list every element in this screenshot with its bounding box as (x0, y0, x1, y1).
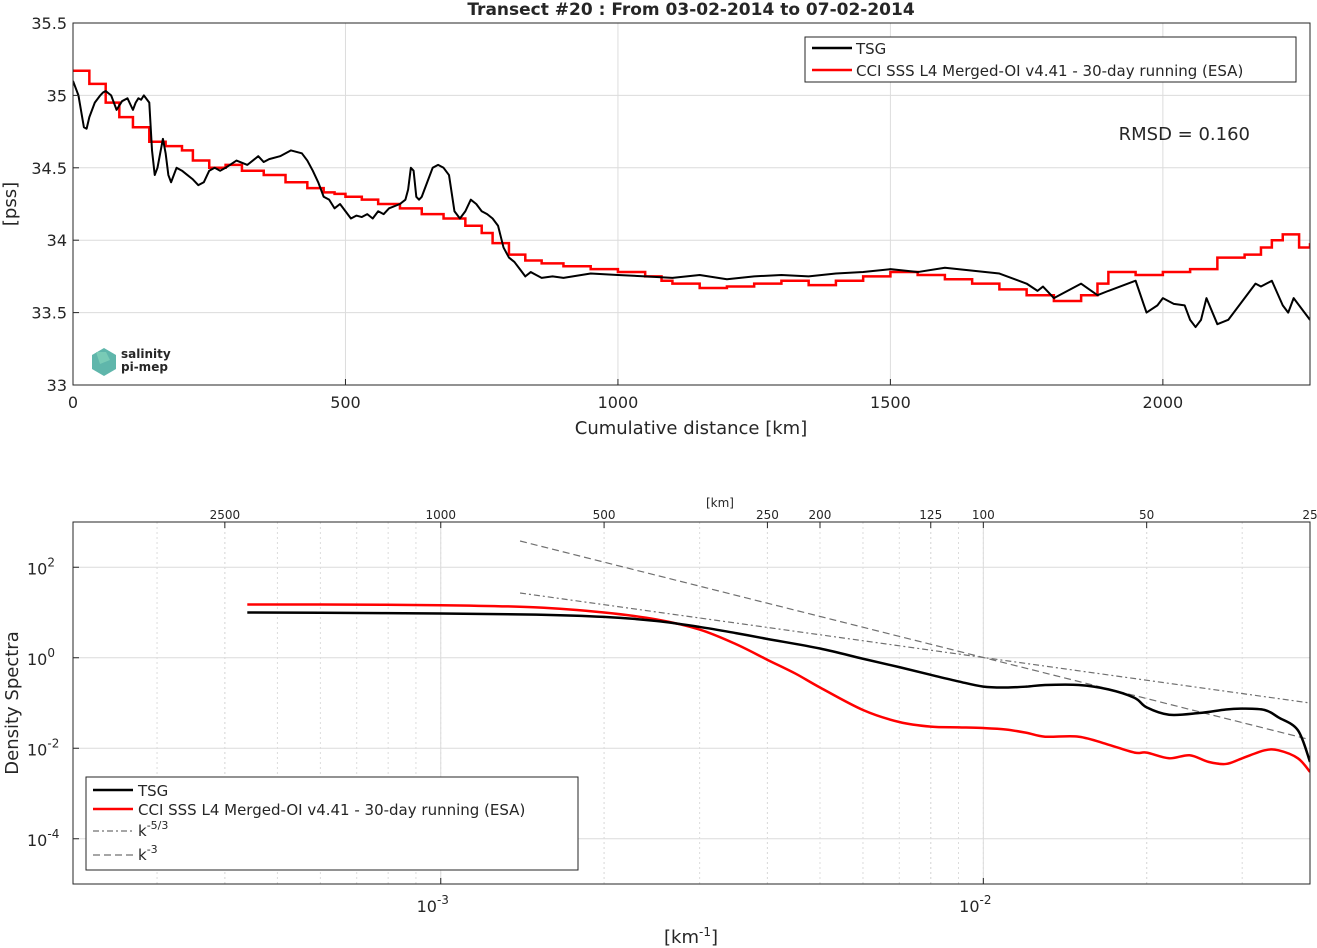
bottom-legend-label-cci: CCI SSS L4 Merged-OI v4.41 - 30-day runn… (138, 801, 525, 819)
bottom-x-tick-exp: -3 (437, 893, 449, 907)
bottom-x-tick-base: 10 (959, 897, 979, 916)
top-plot: Transect #20 : From 03-02-2014 to 07-02-… (0, 0, 1311, 439)
bottom-x-axis-label-end: ] (711, 927, 718, 948)
top-km-tick-label: 50 (1139, 508, 1154, 522)
top-y-tick-label: 35.5 (31, 14, 67, 33)
top-x-tick-label: 500 (330, 393, 361, 412)
top-legend-box (804, 36, 1297, 83)
top-km-tick-label: 1000 (425, 508, 456, 522)
bottom-legend-box (85, 776, 579, 871)
bottom-y-tick-exp: -4 (47, 827, 59, 841)
top-ticks: 0 500 1000 1500 2000 33 33.5 34 34.5 35 35.5 (31, 14, 1183, 412)
top-y-tick-label: 35 (47, 86, 67, 105)
bottom-legend-label-k3: k-3 (138, 843, 158, 864)
bottom-y-tick-base: 10 (27, 650, 47, 669)
bottom-x-tick-label: 10-2 (959, 893, 991, 916)
bottom-y-tick-base: 10 (27, 831, 47, 850)
bottom-x-tick-base: 10 (417, 897, 437, 916)
top-series-group (73, 69, 1310, 329)
top-legend-label-cci: CCI SSS L4 Merged-OI v4.41 - 30-day runn… (856, 62, 1243, 80)
bottom-x-axis-label: [km-1] (664, 925, 718, 948)
top-x-tick-label: 0 (68, 393, 78, 412)
top-km-tick-label: 100 (972, 508, 995, 522)
logo-text-salinity: salinity (121, 347, 171, 361)
bottom-legend-label-k53: k-5/3 (138, 819, 168, 840)
top-axis-km-label: [km] (706, 496, 734, 510)
bottom-legend-label-k3-base: k (138, 846, 147, 864)
top-y-tick-label: 34.5 (31, 159, 67, 178)
top-km-tick-label: 25 (1302, 508, 1317, 522)
top-legend-label-tsg: TSG (855, 40, 886, 58)
bottom-y-tick-label: 10-4 (27, 827, 59, 850)
top-km-tick-label: 500 (593, 508, 616, 522)
bottom-x-axis-label-base: [km (664, 927, 699, 948)
top-plot-frame (72, 22, 1311, 386)
top-km-tick-label: 250 (756, 508, 779, 522)
top-km-tick-label: 200 (809, 508, 832, 522)
bottom-series-cci (247, 603, 1310, 773)
bottom-y-tick-base: 10 (27, 559, 47, 578)
bottom-x-axis-label-sup: -1 (699, 925, 711, 939)
salinity-pi-mep-logo: salinity pi-mep (92, 347, 171, 376)
bottom-series-tsg (247, 611, 1310, 763)
rmsd-annotation: RMSD = 0.160 (1119, 124, 1250, 145)
top-plot-title: Transect #20 : From 03-02-2014 to 07-02-… (467, 0, 915, 20)
bottom-legend-label-tsg: TSG (137, 782, 168, 800)
top-x-tick-label: 1000 (598, 393, 639, 412)
bottom-series-k3 (519, 540, 1310, 741)
logo-facet-icon (96, 352, 110, 364)
top-y-tick-label: 34 (47, 231, 67, 250)
bottom-series-group (247, 540, 1310, 773)
bottom-y-axis-label: Density Spectra (2, 631, 23, 774)
bottom-legend: TSG CCI SSS L4 Merged-OI v4.41 - 30-day … (85, 776, 579, 871)
bottom-y-tick-label: 102 (27, 555, 55, 578)
top-y-axis-label: [pss] (0, 182, 21, 226)
bottom-plot-frame (72, 521, 1311, 885)
top-km-tick-label: 2500 (210, 508, 241, 522)
logo-text-pimep: pi-mep (121, 360, 168, 374)
bottom-x-tick-label: 10-3 (417, 893, 449, 916)
top-legend: TSG CCI SSS L4 Merged-OI v4.41 - 30-day … (804, 36, 1297, 83)
top-y-tick-label: 33 (47, 376, 67, 395)
top-x-tick-label: 1500 (870, 393, 911, 412)
bottom-y-tick-base: 10 (27, 740, 47, 759)
top-x-tick-label: 2000 (1143, 393, 1184, 412)
bottom-legend-label-k53-sup: -5/3 (147, 819, 169, 832)
bottom-x-tick-exp: -2 (980, 893, 992, 907)
bottom-legend-label-k53-base: k (138, 822, 147, 840)
bottom-y-tick-exp: -2 (47, 736, 59, 750)
bottom-y-tick-exp: 0 (47, 646, 55, 660)
bottom-y-tick-label: 10-2 (27, 736, 59, 759)
bottom-legend-label-k3-sup: -3 (147, 843, 158, 856)
bottom-y-tick-label: 100 (27, 646, 55, 669)
bottom-y-tick-exp: 2 (47, 555, 55, 569)
top-km-tick-label: 125 (919, 508, 942, 522)
top-x-axis-label: Cumulative distance [km] (575, 418, 807, 439)
top-series-tsg (73, 80, 1310, 329)
top-y-tick-label: 33.5 (31, 304, 67, 323)
